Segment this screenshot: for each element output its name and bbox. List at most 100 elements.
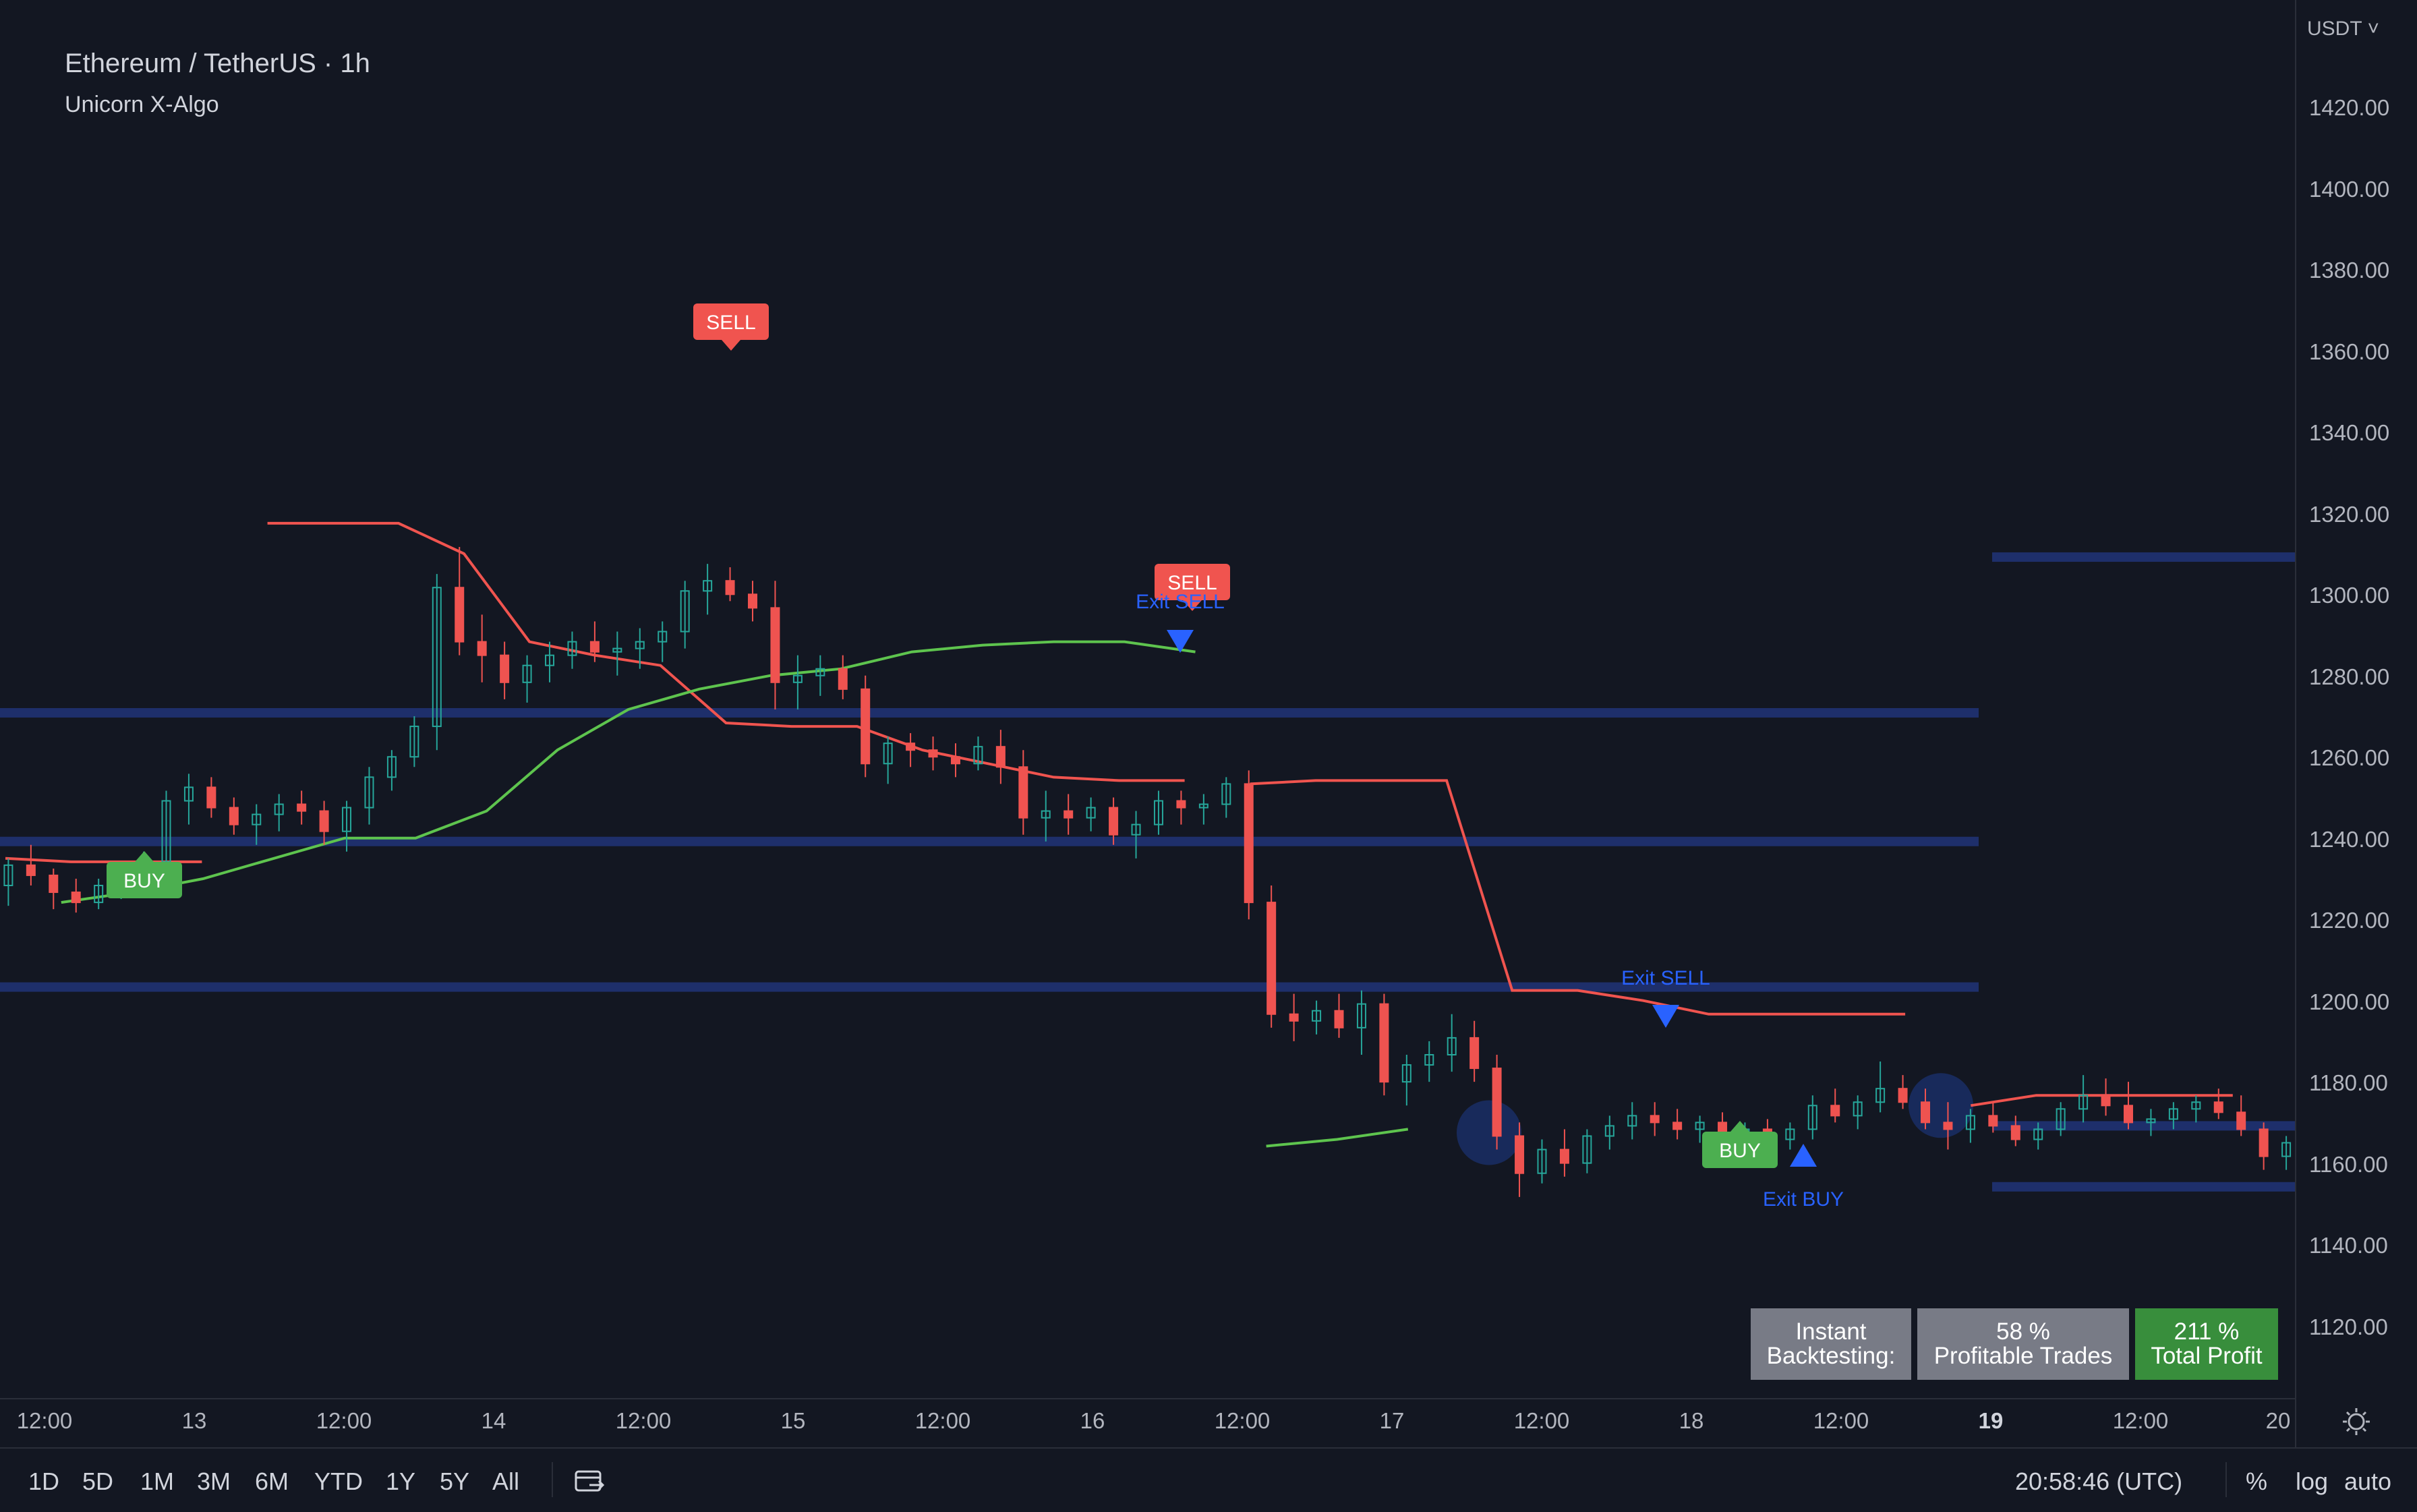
bear-candle — [297, 803, 307, 812]
bull-candle — [545, 654, 555, 666]
bull-candle — [522, 664, 532, 683]
auto-scale-button[interactable]: auto — [2344, 1467, 2392, 1495]
bull-candle — [2033, 1128, 2043, 1140]
zone-band — [0, 982, 1979, 992]
date-range-icon[interactable] — [575, 1467, 606, 1494]
percent-scale-button[interactable]: % — [2246, 1467, 2268, 1495]
chevron-down-icon: ˅ — [2367, 18, 2379, 40]
profitable-trades-box: 58 % Profitable Trades — [1917, 1308, 2129, 1380]
bull-candle — [409, 726, 419, 758]
bull-candle — [2191, 1101, 2201, 1110]
price-tick-label: 1300.00 — [2309, 583, 2390, 608]
sell-trailing-line — [5, 521, 2233, 1107]
price-tick-label: 1340.00 — [2309, 420, 2390, 445]
bear-candle — [319, 810, 329, 832]
entry-highlight-circle — [1457, 1100, 1521, 1165]
bull-candle — [94, 885, 104, 904]
gear-icon[interactable] — [2343, 1408, 2370, 1435]
timeframe-1y-button[interactable]: 1Y — [386, 1467, 416, 1495]
bear-candle — [71, 892, 81, 904]
bear-candle — [861, 688, 871, 765]
exit-sell-marker[interactable]: Exit SELL — [1136, 591, 1225, 653]
timeframe-5d-button[interactable]: 5D — [82, 1467, 114, 1495]
bull-candle — [1041, 810, 1051, 819]
symbol-title[interactable]: Ethereum / TetherUS · 1h — [65, 49, 370, 78]
buy-signal-label-text: BUY — [123, 870, 165, 892]
bear-candle — [1334, 1010, 1344, 1028]
timeframe-3m-button[interactable]: 3M — [197, 1467, 231, 1495]
bull-candle — [183, 786, 194, 802]
buy-signal-label[interactable]: BUY — [1702, 1121, 1778, 1168]
bottom-toolbar: 1D 5D 1M 3M 6M YTD 1Y 5Y All 20:58:46 (U… — [0, 1447, 2417, 1512]
triangle-down-icon — [1652, 1005, 1679, 1028]
timeframe-6m-button[interactable]: 6M — [255, 1467, 289, 1495]
bear-candle — [2236, 1111, 2246, 1130]
bear-candle — [477, 641, 487, 656]
timeframe-1d-button[interactable]: 1D — [28, 1467, 60, 1495]
bear-candle — [2213, 1101, 2223, 1113]
bear-candle — [906, 743, 916, 751]
bear-candle — [1921, 1101, 1931, 1124]
time-tick-label: 12:00 — [615, 1408, 672, 1433]
signal-markers: SELL SELL BUY BUY Exit SELL Exit SELL Exit BUY — [107, 303, 1844, 1211]
time-tick-label: 16 — [1080, 1408, 1105, 1433]
indicator-name[interactable]: Unicorn X-Algo — [65, 92, 219, 117]
sell-signal-label[interactable]: SELL — [693, 303, 769, 351]
bear-candle — [206, 786, 216, 809]
bear-candle — [1492, 1068, 1502, 1137]
bear-candle — [725, 580, 735, 595]
timeframe-ytd-button[interactable]: YTD — [314, 1467, 363, 1495]
price-tick-label: 1400.00 — [2309, 176, 2390, 202]
bull-candle — [1582, 1135, 1592, 1164]
bull-candle — [1604, 1125, 1614, 1137]
exit-buy-marker[interactable]: Exit BUY — [1763, 1144, 1844, 1211]
zone-band — [1992, 1121, 2296, 1131]
sell-signal-label-text: SELL — [1167, 572, 1217, 594]
bear-candle — [1289, 1013, 1299, 1022]
price-tick-label: 1320.00 — [2309, 501, 2390, 527]
zone-band — [1992, 552, 2296, 562]
bull-candle — [973, 746, 983, 765]
bear-candle — [838, 668, 848, 690]
bear-candle — [950, 756, 960, 765]
time-tick-label: 12:00 — [2112, 1408, 2169, 1433]
bull-candle — [658, 631, 668, 643]
bear-candle — [1559, 1148, 1569, 1164]
bull-candle — [815, 668, 825, 676]
bull-candle — [1627, 1115, 1637, 1127]
currency-selector[interactable]: USDT ˅ — [2307, 18, 2379, 40]
bull-candle — [252, 813, 262, 825]
bear-candle — [229, 807, 239, 825]
time-tick-label: 12:00 — [1214, 1408, 1271, 1433]
price-tick-label: 1180.00 — [2309, 1070, 2388, 1095]
exit-sell-marker[interactable]: Exit SELL — [1621, 967, 1710, 1028]
bull-candle — [1312, 1010, 1322, 1022]
timeframe-all-button[interactable]: All — [492, 1467, 520, 1495]
bear-candle — [1988, 1115, 1998, 1127]
profitable-trades-value: 58 % — [1996, 1318, 2050, 1345]
utc-clock[interactable]: 20:58:46 (UTC) — [2015, 1467, 2183, 1495]
log-scale-button[interactable]: log — [2296, 1467, 2329, 1495]
bear-candle — [1943, 1122, 1953, 1130]
bull-candle — [1875, 1088, 1886, 1103]
bear-candle — [2123, 1105, 2133, 1124]
price-tick-label: 1200.00 — [2309, 989, 2390, 1014]
bull-candle — [364, 776, 374, 809]
bull-candle — [1965, 1115, 1975, 1130]
buy-signal-label[interactable]: BUY — [107, 851, 182, 898]
zone-band — [0, 707, 1979, 718]
bear-candle — [1672, 1122, 1683, 1130]
timeframe-5y-button[interactable]: 5Y — [440, 1467, 470, 1495]
bull-candle — [1153, 800, 1163, 825]
bull-candle — [1131, 823, 1141, 836]
total-profit-box: 211 % Total Profit — [2135, 1308, 2278, 1380]
bear-candle — [995, 746, 1006, 768]
time-tick-label: 20 — [2265, 1408, 2291, 1433]
price-tick-label: 1160.00 — [2309, 1151, 2388, 1177]
timeframe-1m-button[interactable]: 1M — [140, 1467, 175, 1495]
price-tick-label: 1420.00 — [2309, 95, 2390, 120]
time-tick-label: 17 — [1379, 1408, 1405, 1433]
sell-signal-label[interactable]: SELL — [1155, 564, 1230, 611]
time-tick-label: 12:00 — [316, 1408, 372, 1433]
